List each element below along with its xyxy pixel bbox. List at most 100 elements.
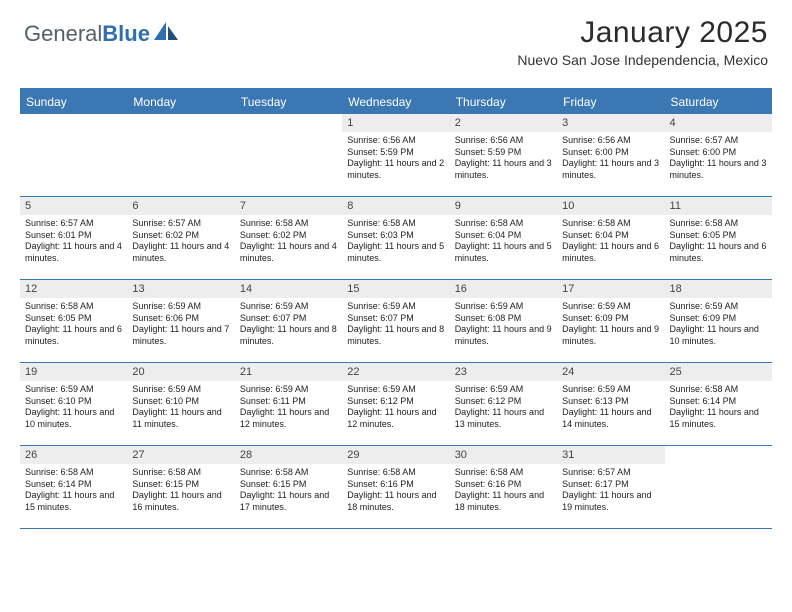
sunrise-text: Sunrise: 6:59 AM <box>455 384 552 396</box>
day-cell: 29Sunrise: 6:58 AMSunset: 6:16 PMDayligh… <box>342 446 449 528</box>
daylight-text: Daylight: 11 hours and 4 minutes. <box>240 241 337 264</box>
day-body: Sunrise: 6:58 AMSunset: 6:05 PMDaylight:… <box>20 298 127 351</box>
day-body: Sunrise: 6:59 AMSunset: 6:06 PMDaylight:… <box>127 298 234 351</box>
sunrise-text: Sunrise: 6:59 AM <box>347 384 444 396</box>
daylight-text: Daylight: 11 hours and 12 minutes. <box>240 407 337 430</box>
day-body: Sunrise: 6:59 AMSunset: 6:10 PMDaylight:… <box>20 381 127 434</box>
day-body: Sunrise: 6:57 AMSunset: 6:17 PMDaylight:… <box>557 464 664 517</box>
sunset-text: Sunset: 6:07 PM <box>240 313 337 325</box>
day-body: Sunrise: 6:59 AMSunset: 6:07 PMDaylight:… <box>342 298 449 351</box>
day-number: 5 <box>20 197 127 215</box>
day-body: Sunrise: 6:59 AMSunset: 6:10 PMDaylight:… <box>127 381 234 434</box>
sunrise-text: Sunrise: 6:59 AM <box>132 384 229 396</box>
week-row: 1Sunrise: 6:56 AMSunset: 5:59 PMDaylight… <box>20 114 772 197</box>
logo-sail-icon <box>152 20 180 47</box>
day-body: Sunrise: 6:58 AMSunset: 6:15 PMDaylight:… <box>127 464 234 517</box>
sunset-text: Sunset: 6:02 PM <box>240 230 337 242</box>
sunset-text: Sunset: 6:00 PM <box>670 147 767 159</box>
sunset-text: Sunset: 6:04 PM <box>455 230 552 242</box>
day-cell: 20Sunrise: 6:59 AMSunset: 6:10 PMDayligh… <box>127 363 234 445</box>
sunset-text: Sunset: 6:01 PM <box>25 230 122 242</box>
day-body: Sunrise: 6:57 AMSunset: 6:00 PMDaylight:… <box>665 132 772 185</box>
daylight-text: Daylight: 11 hours and 5 minutes. <box>455 241 552 264</box>
sunrise-text: Sunrise: 6:57 AM <box>25 218 122 230</box>
day-body: Sunrise: 6:58 AMSunset: 6:14 PMDaylight:… <box>20 464 127 517</box>
sunset-text: Sunset: 6:00 PM <box>562 147 659 159</box>
sunset-text: Sunset: 6:05 PM <box>670 230 767 242</box>
dayheader-row: SundayMondayTuesdayWednesdayThursdayFrid… <box>20 90 772 114</box>
sunset-text: Sunset: 6:07 PM <box>347 313 444 325</box>
day-body: Sunrise: 6:58 AMSunset: 6:16 PMDaylight:… <box>342 464 449 517</box>
day-cell: 14Sunrise: 6:59 AMSunset: 6:07 PMDayligh… <box>235 280 342 362</box>
dayheader: Saturday <box>665 90 772 114</box>
daylight-text: Daylight: 11 hours and 5 minutes. <box>347 241 444 264</box>
week-row: 5Sunrise: 6:57 AMSunset: 6:01 PMDaylight… <box>20 197 772 280</box>
empty-cell <box>127 114 234 196</box>
day-number: 31 <box>557 446 664 464</box>
daylight-text: Daylight: 11 hours and 16 minutes. <box>132 490 229 513</box>
sunset-text: Sunset: 6:10 PM <box>25 396 122 408</box>
header: January 2025 Nuevo San Jose Independenci… <box>517 16 768 68</box>
sunrise-text: Sunrise: 6:59 AM <box>347 301 444 313</box>
day-body: Sunrise: 6:58 AMSunset: 6:05 PMDaylight:… <box>665 215 772 268</box>
daylight-text: Daylight: 11 hours and 6 minutes. <box>25 324 122 347</box>
sunrise-text: Sunrise: 6:58 AM <box>347 218 444 230</box>
daylight-text: Daylight: 11 hours and 10 minutes. <box>25 407 122 430</box>
day-number: 19 <box>20 363 127 381</box>
week-row: 12Sunrise: 6:58 AMSunset: 6:05 PMDayligh… <box>20 280 772 363</box>
day-body: Sunrise: 6:58 AMSunset: 6:14 PMDaylight:… <box>665 381 772 434</box>
day-cell: 7Sunrise: 6:58 AMSunset: 6:02 PMDaylight… <box>235 197 342 279</box>
day-number: 22 <box>342 363 449 381</box>
sunrise-text: Sunrise: 6:59 AM <box>240 384 337 396</box>
day-number: 29 <box>342 446 449 464</box>
day-cell: 9Sunrise: 6:58 AMSunset: 6:04 PMDaylight… <box>450 197 557 279</box>
daylight-text: Daylight: 11 hours and 15 minutes. <box>25 490 122 513</box>
sunrise-text: Sunrise: 6:57 AM <box>670 135 767 147</box>
day-body: Sunrise: 6:59 AMSunset: 6:12 PMDaylight:… <box>342 381 449 434</box>
sunset-text: Sunset: 6:09 PM <box>562 313 659 325</box>
sunrise-text: Sunrise: 6:56 AM <box>347 135 444 147</box>
day-cell: 8Sunrise: 6:58 AMSunset: 6:03 PMDaylight… <box>342 197 449 279</box>
day-body: Sunrise: 6:59 AMSunset: 6:09 PMDaylight:… <box>665 298 772 351</box>
sunset-text: Sunset: 6:14 PM <box>670 396 767 408</box>
day-cell: 27Sunrise: 6:58 AMSunset: 6:15 PMDayligh… <box>127 446 234 528</box>
empty-cell <box>665 446 772 528</box>
sunrise-text: Sunrise: 6:59 AM <box>562 301 659 313</box>
day-body: Sunrise: 6:59 AMSunset: 6:13 PMDaylight:… <box>557 381 664 434</box>
day-cell: 1Sunrise: 6:56 AMSunset: 5:59 PMDaylight… <box>342 114 449 196</box>
logo-text-general: General <box>24 21 102 46</box>
empty-cell <box>235 114 342 196</box>
day-number: 3 <box>557 114 664 132</box>
daylight-text: Daylight: 11 hours and 4 minutes. <box>132 241 229 264</box>
dayheader: Thursday <box>450 90 557 114</box>
sunset-text: Sunset: 6:06 PM <box>132 313 229 325</box>
day-body: Sunrise: 6:58 AMSunset: 6:16 PMDaylight:… <box>450 464 557 517</box>
sunset-text: Sunset: 6:11 PM <box>240 396 337 408</box>
dayheader: Sunday <box>20 90 127 114</box>
sunset-text: Sunset: 6:08 PM <box>455 313 552 325</box>
day-cell: 16Sunrise: 6:59 AMSunset: 6:08 PMDayligh… <box>450 280 557 362</box>
sunset-text: Sunset: 6:02 PM <box>132 230 229 242</box>
day-cell: 31Sunrise: 6:57 AMSunset: 6:17 PMDayligh… <box>557 446 664 528</box>
day-cell: 25Sunrise: 6:58 AMSunset: 6:14 PMDayligh… <box>665 363 772 445</box>
sunset-text: Sunset: 6:12 PM <box>347 396 444 408</box>
day-cell: 4Sunrise: 6:57 AMSunset: 6:00 PMDaylight… <box>665 114 772 196</box>
sunrise-text: Sunrise: 6:58 AM <box>132 467 229 479</box>
daylight-text: Daylight: 11 hours and 4 minutes. <box>25 241 122 264</box>
dayheader: Wednesday <box>342 90 449 114</box>
weeks-container: 1Sunrise: 6:56 AMSunset: 5:59 PMDaylight… <box>20 114 772 529</box>
sunset-text: Sunset: 6:05 PM <box>25 313 122 325</box>
day-body: Sunrise: 6:57 AMSunset: 6:02 PMDaylight:… <box>127 215 234 268</box>
day-number: 18 <box>665 280 772 298</box>
day-body: Sunrise: 6:59 AMSunset: 6:08 PMDaylight:… <box>450 298 557 351</box>
day-cell: 6Sunrise: 6:57 AMSunset: 6:02 PMDaylight… <box>127 197 234 279</box>
day-cell: 5 Sunrise: 6:57 AMSunset: 6:01 PMDaylight… <box>20 197 127 279</box>
sunrise-text: Sunrise: 6:59 AM <box>562 384 659 396</box>
week-row: 19Sunrise: 6:59 AMSunset: 6:10 PMDayligh… <box>20 363 772 446</box>
sunrise-text: Sunrise: 6:58 AM <box>670 218 767 230</box>
day-body: Sunrise: 6:59 AMSunset: 6:11 PMDaylight:… <box>235 381 342 434</box>
sunrise-text: Sunrise: 6:57 AM <box>562 467 659 479</box>
sunset-text: Sunset: 6:16 PM <box>347 479 444 491</box>
day-cell: 30Sunrise: 6:58 AMSunset: 6:16 PMDayligh… <box>450 446 557 528</box>
day-number: 30 <box>450 446 557 464</box>
